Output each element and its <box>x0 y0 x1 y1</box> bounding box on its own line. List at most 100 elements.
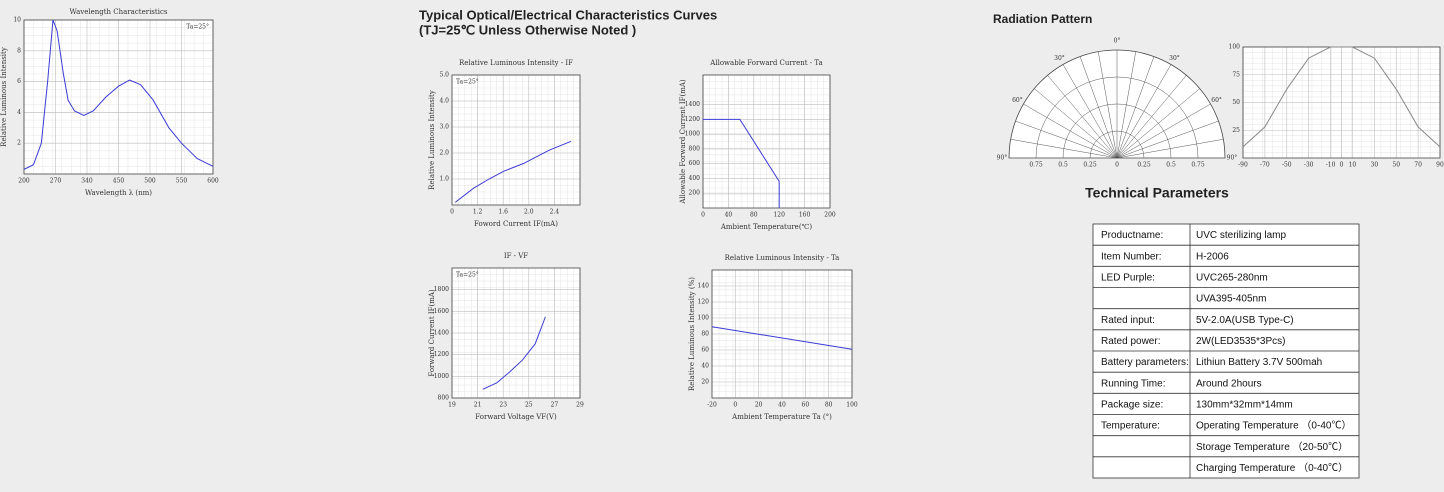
polar-spoke <box>1015 120 1118 159</box>
x-tick-label: 160 <box>799 212 811 219</box>
x-tick-label: 29 <box>576 402 584 409</box>
x-tick-label: 550 <box>176 178 188 185</box>
polar-spoke <box>1097 51 1118 159</box>
param-value: Storage Temperature （20-50℃） <box>1196 441 1348 453</box>
y-tick-label: 2 <box>17 140 21 147</box>
x-tick-label: 25 <box>525 402 533 409</box>
param-value: 130mm*32mm*14mm <box>1196 400 1293 411</box>
polar-spoke <box>1010 138 1118 159</box>
x-tick-label: -70 <box>1260 162 1270 169</box>
y-tick-label: 40 <box>701 363 709 370</box>
x-tick-label: 60 <box>802 402 810 409</box>
param-name: Package size: <box>1101 400 1163 411</box>
angle-label: 60° <box>1012 97 1023 104</box>
section-subtitle: (TJ=25℃ Unless Otherwise Noted ) <box>419 22 636 37</box>
x-tick-label: -10 <box>1326 162 1336 169</box>
data-line <box>23 19 214 170</box>
angle-label: 90° <box>997 155 1008 162</box>
y-tick-label: 140 <box>698 283 710 290</box>
polar-spoke <box>1062 64 1118 159</box>
polar-spoke <box>1116 88 1200 159</box>
radius-label: 0.5 <box>1166 162 1176 169</box>
plot-frame <box>23 19 214 175</box>
x-tick-label: 30 <box>1371 162 1379 169</box>
x-tick-label: 19 <box>448 402 456 409</box>
y-tick-label: 1600 <box>434 308 449 315</box>
plot-frame <box>711 269 853 399</box>
polar-spoke <box>1023 103 1118 159</box>
x-tick-label: -90 <box>1238 162 1248 169</box>
x-tick-label: 0 <box>701 212 705 219</box>
x-tick-label: 500 <box>144 178 156 185</box>
param-value: UVC sterilizing lamp <box>1196 230 1286 241</box>
x-tick-label: 10 <box>1349 162 1357 169</box>
chart: 0° 30° 30° 60° 60° 90° 90° 0.75 0.5 0.25 0 0.25 0.5 0… <box>997 38 1238 169</box>
y-tick-label: 8 <box>17 47 21 54</box>
y-tick-label: 50 <box>1232 99 1240 106</box>
chart-title: IF - VF <box>504 252 528 260</box>
radius-label: 0.75 <box>1029 162 1043 169</box>
x-tick-label: 200 <box>18 178 30 185</box>
param-value: Lithiun Battery 3.7V 500mah <box>1196 357 1322 368</box>
x-tick-label: 20 <box>755 402 763 409</box>
y-axis-label: Forward Current IF(mA) <box>428 289 436 377</box>
data-line <box>703 118 780 208</box>
plot-frame <box>451 267 581 399</box>
x-tick-label: 200 <box>824 212 836 219</box>
x-tick-label: 80 <box>750 212 758 219</box>
y-tick-label: 1000 <box>685 131 700 138</box>
param-value: Charging Temperature （0-40℃） <box>1196 462 1348 474</box>
radius-label: 0.5 <box>1058 162 1068 169</box>
y-tick-label: 25 <box>1232 127 1240 134</box>
param-value: UVC265-280nm <box>1196 273 1268 284</box>
x-tick-label: 40 <box>778 402 786 409</box>
chart: Productname: UVC sterilizing lamp Item Num… <box>1092 223 1360 479</box>
x-tick-label: -20 <box>707 402 717 409</box>
param-value: 5V-2.0A(USB Type-C) <box>1196 315 1294 326</box>
y-tick-label: 1200 <box>434 351 449 358</box>
param-name: Item Number: <box>1101 251 1162 262</box>
param-name: Battery parameters: <box>1101 357 1189 368</box>
x-tick-label: 1.2 <box>473 209 483 216</box>
x-tick-label: 2.0 <box>524 209 534 216</box>
param-value: Around 2hours <box>1196 378 1262 389</box>
y-tick-label: 1400 <box>434 330 449 337</box>
x-tick-label: 120 <box>773 212 785 219</box>
chart: 1.0 2.0 3.0 4.0 5.0 0 1.2 1.6 2.0 2.4 Relative Lum… <box>428 59 581 228</box>
polar-spoke <box>1116 56 1155 159</box>
x-tick-label: 40 <box>725 212 733 219</box>
data-line <box>1242 46 1441 148</box>
polar-spoke <box>1116 64 1172 159</box>
x-axis-label: Ambient Temperature(℃) <box>720 223 813 231</box>
y-tick-label: 6 <box>17 78 21 85</box>
angle-label: 30° <box>1169 55 1180 62</box>
y-tick-label: 100 <box>698 315 710 322</box>
y-tick-label: 800 <box>689 145 701 152</box>
y-tick-label: 600 <box>689 160 701 167</box>
x-tick-label: 0 <box>450 209 454 216</box>
chart: 2 4 6 8 10 200 270 340 450 500 550 600 Wavelength Ch… <box>0 8 219 197</box>
y-tick-label: 1000 <box>434 373 449 380</box>
param-name: Rated input: <box>1101 315 1155 326</box>
polar-spoke <box>1116 138 1224 159</box>
x-tick-label: -30 <box>1304 162 1314 169</box>
polar-spoke <box>1079 56 1118 159</box>
y-tick-label: 1400 <box>685 101 700 108</box>
y-tick-label: 120 <box>698 299 710 306</box>
x-axis-label: Forward Voltage VF(V) <box>475 413 557 421</box>
polar-spoke <box>1116 75 1187 159</box>
x-axis-label: Foword Current IF(mA) <box>474 220 558 228</box>
chart-title: Relative Luminous Intensity - IF <box>459 59 573 67</box>
y-tick-label: 10 <box>13 17 21 24</box>
plot-frame <box>451 74 581 206</box>
polar-spoke <box>1034 88 1118 159</box>
x-tick-label: 340 <box>81 178 93 185</box>
data-line <box>454 140 572 203</box>
x-tick-label: 80 <box>825 402 833 409</box>
y-tick-label: 80 <box>701 331 709 338</box>
param-value: 2W(LED3535*3Pcs) <box>1196 336 1285 347</box>
x-tick-label: 23 <box>499 402 507 409</box>
x-axis-label: Ambient Temperature Ta (°) <box>731 413 832 421</box>
x-tick-label: 27 <box>551 402 559 409</box>
x-tick-label: 90 <box>1436 162 1444 169</box>
